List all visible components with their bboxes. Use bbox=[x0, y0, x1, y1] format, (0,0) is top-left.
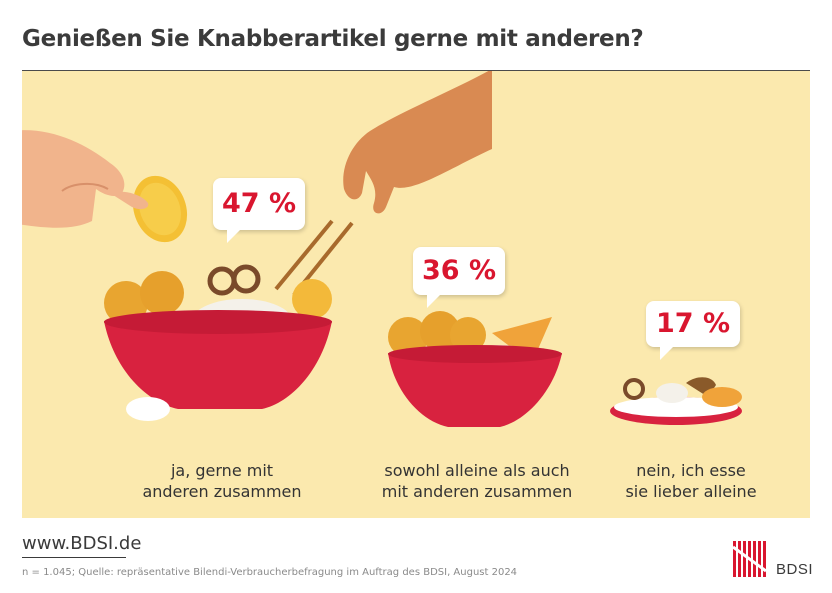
category-label-1-line-1: ja, gerne mit bbox=[170, 461, 274, 480]
bdsi-logo-icon bbox=[733, 541, 767, 577]
category-label-3-line-1: nein, ich esse bbox=[636, 461, 746, 480]
snack-illustration bbox=[22, 71, 742, 427]
left-hand-icon bbox=[22, 130, 188, 243]
category-label-3-line-2: sie lieber alleine bbox=[625, 482, 757, 501]
value-label-2: 36 % bbox=[413, 247, 505, 308]
category-label-1: ja, gerne mit anderen zusammen bbox=[132, 460, 312, 502]
bowl-large-icon bbox=[104, 264, 332, 421]
logo-text: BDSI bbox=[776, 561, 814, 578]
category-label-2-line-2: mit anderen zusammen bbox=[381, 482, 573, 501]
url-underline bbox=[22, 557, 126, 558]
value-label-1: 47 % bbox=[213, 178, 305, 243]
category-label-1-line-2: anderen zusammen bbox=[142, 482, 302, 501]
chart-title: Genießen Sie Knabberartikel gerne mit an… bbox=[22, 26, 644, 52]
value-label-3: 17 % bbox=[646, 301, 740, 360]
category-label-2: sowohl alleine als auch mit anderen zusa… bbox=[362, 460, 592, 502]
plate-icon bbox=[610, 377, 742, 425]
source-note: n = 1.045; Quelle: repräsentative Bilend… bbox=[22, 567, 518, 578]
website-link[interactable]: www.BDSI.de bbox=[22, 533, 142, 554]
bowl-medium-icon bbox=[388, 311, 562, 427]
category-label-2-line-1: sowohl alleine als auch bbox=[384, 461, 570, 480]
chart-panel: 47 % 36 % 17 % ja, gerne mit anderen zus… bbox=[22, 70, 810, 518]
category-label-3: nein, ich esse sie lieber alleine bbox=[606, 460, 776, 502]
